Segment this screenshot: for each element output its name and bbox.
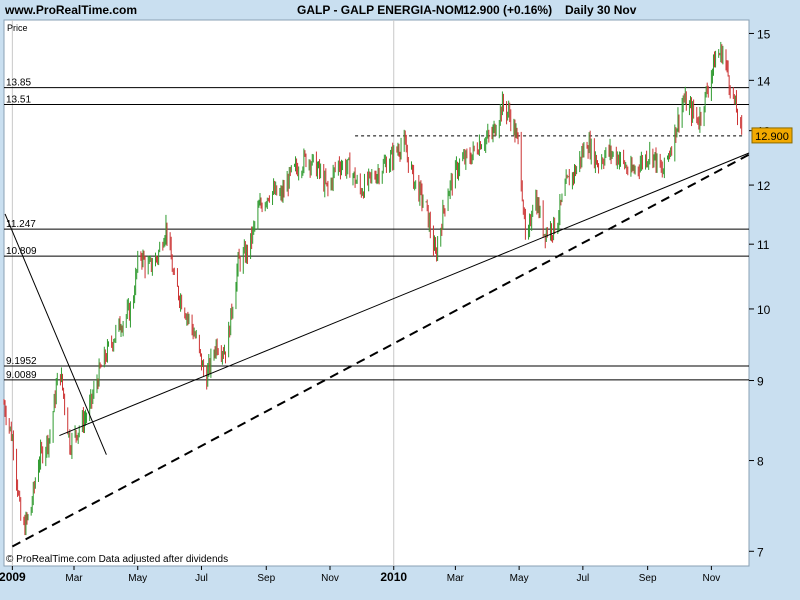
x-tick-label: Nov	[321, 573, 339, 584]
y-tick-label: 9	[757, 375, 764, 389]
trendline	[4, 213, 107, 455]
site-name[interactable]: www.ProRealTime.com	[5, 3, 138, 17]
level-label: 9.1952	[6, 356, 37, 367]
quote-value: 12.900 (+0.16%)	[463, 3, 553, 17]
x-tick-label: 2009	[0, 570, 26, 584]
x-tick-label: 2010	[380, 570, 407, 584]
x-tick-label: Sep	[257, 573, 275, 584]
level-label: 11.247	[6, 219, 36, 230]
footer-credit: © ProRealTime.com Data adjusted after di…	[6, 554, 228, 565]
last-price-label: 12.900	[755, 131, 789, 143]
y-tick-label: 12	[757, 179, 771, 193]
plot-area	[3, 19, 750, 567]
instrument-name: GALP - GALP ENERGIA-NOM	[297, 3, 464, 17]
dashed-trendline	[11, 153, 750, 548]
x-tick-label: May	[128, 573, 147, 584]
y-tick-label: 8	[757, 455, 764, 469]
level-label: 9.0089	[6, 370, 37, 381]
level-label: 10.809	[6, 246, 37, 257]
x-tick-label: Nov	[702, 573, 720, 584]
y-tick-label: 11	[757, 238, 770, 252]
plot-label: Price	[7, 23, 28, 33]
y-tick-label: 7	[757, 545, 764, 559]
chart-period: Daily 30 Nov	[565, 3, 637, 17]
last-price-badge	[751, 127, 793, 144]
y-tick-label: 15	[757, 27, 771, 41]
x-tick-label: Sep	[639, 573, 657, 584]
x-tick-label: Jul	[576, 573, 589, 584]
trendline	[59, 152, 750, 437]
level-label: 13.51	[6, 95, 31, 106]
x-tick-label: Mar	[65, 573, 83, 584]
x-tick-label: Mar	[447, 573, 465, 584]
x-tick-label: Jul	[195, 573, 208, 584]
level-label: 13.85	[6, 78, 31, 89]
x-tick-label: May	[510, 573, 529, 584]
y-tick-label: 14	[757, 74, 771, 88]
y-tick-label: 10	[757, 303, 771, 317]
